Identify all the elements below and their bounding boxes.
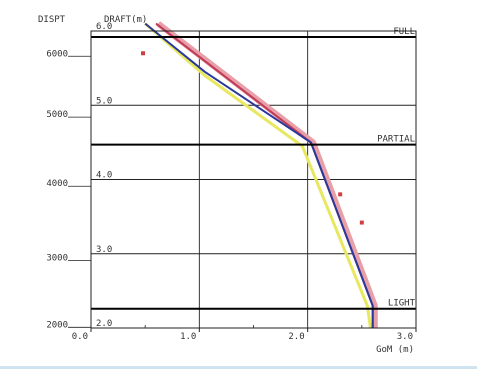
axis-labels: DISPT DRAFT(m) GoM (m) 0.0 1.0 2.0 3.0 2.0 3.… — [38, 15, 414, 355]
markers — [141, 51, 364, 225]
draft-tick-label: 3.0 — [96, 245, 112, 255]
displacement-tick-label: 5000 — [46, 110, 68, 120]
reference-lines: FULL PARTIAL LIGHT — [91, 27, 416, 310]
data-marker — [141, 51, 145, 56]
reference-label-full: FULL — [393, 27, 415, 37]
displacement-tick-label: 4000 — [46, 179, 68, 189]
plot-frame — [90, 30, 417, 329]
series-layer — [144, 21, 378, 329]
series-line-2 — [156, 21, 378, 328]
bottom-rule — [0, 366, 477, 369]
gom-axis-title: GoM (m) — [376, 345, 414, 355]
displacement-tick-label: 6000 — [46, 49, 68, 59]
displacement-tick-label: 3000 — [46, 253, 68, 263]
displacement-tick-label: 2000 — [46, 320, 68, 330]
series-line-1 — [144, 22, 372, 329]
draft-tick-label: 5.0 — [96, 96, 112, 106]
displacement-axis-title: DISPT — [38, 15, 66, 25]
data-marker — [338, 192, 343, 197]
draft-axis-title: DRAFT(m) — [104, 15, 147, 25]
reference-label-light: LIGHT — [388, 299, 416, 309]
reference-label-partial: PARTIAL — [377, 135, 415, 145]
draft-tick-label: 4.0 — [96, 171, 112, 181]
draft-tick-label: 2.0 — [96, 319, 112, 329]
series-line-4 — [144, 22, 374, 328]
draft-tick-label: 6.0 — [96, 22, 112, 32]
x-tick-label: 3.0 — [397, 332, 413, 342]
x-tick-label: 2.0 — [288, 332, 304, 342]
data-marker — [359, 220, 364, 225]
x-tick-label: 1.0 — [180, 332, 196, 342]
x-tick-label: 0.0 — [72, 332, 88, 342]
series-line-3 — [155, 22, 374, 328]
